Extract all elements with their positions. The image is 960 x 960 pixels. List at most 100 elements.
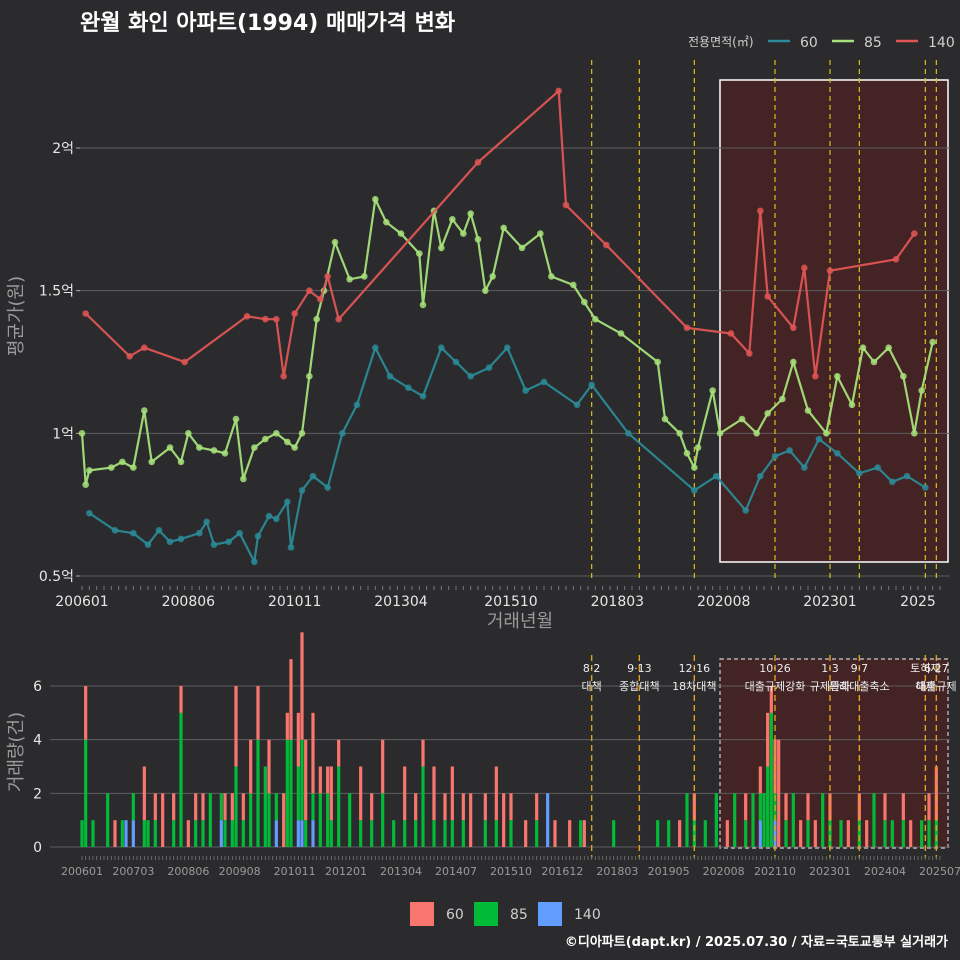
- x-tick-label: 200601: [55, 594, 108, 610]
- volume-bar-60: [230, 793, 234, 821]
- volume-bar-60: [769, 686, 773, 713]
- volume-bar-60: [421, 739, 425, 767]
- volume-bar-60: [758, 766, 762, 794]
- volume-x-tick-label: 201612: [541, 865, 583, 878]
- x-tick-label: 200806: [162, 594, 216, 610]
- volume-bar-85: [494, 820, 498, 847]
- volume-bar-60: [927, 793, 931, 821]
- volume-bar-85: [285, 739, 289, 847]
- volume-bar-85: [318, 793, 322, 847]
- volume-bar-60: [142, 766, 146, 821]
- volume-bar-85: [326, 793, 330, 847]
- volume-bar-85: [300, 739, 304, 821]
- volume-bar-60: [524, 820, 528, 847]
- volume-bar-140: [773, 820, 777, 847]
- volume-bar-85: [535, 820, 539, 847]
- volume-bar-85: [370, 820, 374, 847]
- legend-swatch-60: [410, 902, 434, 926]
- volume-bar-85: [791, 793, 795, 847]
- x-tick-label: 201510: [484, 594, 537, 610]
- volume-bar-85: [450, 820, 454, 847]
- volume-bar-60: [179, 686, 183, 713]
- volume-bar-60: [241, 793, 245, 821]
- volume-bar-140: [546, 793, 550, 847]
- policy-label: 8·2: [583, 662, 601, 675]
- volume-bar-85: [443, 820, 447, 847]
- policy-label: 9·13: [627, 662, 652, 675]
- volume-y-tick: 6: [33, 679, 42, 695]
- volume-x-tick-label: 201407: [435, 865, 477, 878]
- volume-bar-85: [883, 820, 887, 847]
- volume-bar-85: [769, 712, 773, 847]
- volume-bar-60: [296, 712, 300, 767]
- volume-bar-85: [920, 820, 924, 847]
- volume-x-tick-label: 201201: [325, 865, 367, 878]
- volume-bar-60: [469, 793, 473, 847]
- policy-label: 12·16: [679, 662, 711, 675]
- volume-bar-85: [194, 820, 198, 847]
- price-panel: 0.5억 1억 1.5억 2억 200601 200806 201011 201304 2015…: [39, 60, 950, 610]
- x-tick-label: 201011: [268, 594, 321, 610]
- volume-bar-85: [348, 793, 352, 847]
- volume-bar-85: [839, 820, 843, 847]
- volume-bar-60: [766, 712, 770, 767]
- volume-bar-85: [172, 820, 176, 847]
- volume-bar-85: [751, 793, 755, 847]
- volume-panel: 0 2 4 6 8·2 대책 9·13 종합대책 12·16 18차대책 10·26 대출규제강화 1·…: [33, 632, 960, 878]
- policy-label: 종합대책: [619, 680, 659, 693]
- volume-highlight-region: [719, 658, 949, 849]
- line-85: [80, 195, 934, 485]
- volume-bar-85: [714, 793, 718, 847]
- volume-bar-85: [784, 820, 788, 847]
- volume-bar-85: [872, 793, 876, 847]
- volume-y-tick: 4: [33, 733, 42, 749]
- volume-bar-60: [450, 766, 454, 821]
- volume-bar-85: [267, 793, 271, 847]
- volume-bar-60: [267, 739, 271, 794]
- volume-bar-85: [461, 820, 465, 847]
- volume-bar-85: [201, 820, 205, 847]
- volume-bar-60: [432, 766, 436, 821]
- volume-x-tick-label: 202110: [754, 865, 796, 878]
- chart-title: 완월 화인 아파트(1994) 매매가격 변화: [80, 11, 455, 36]
- volume-bar-85: [219, 793, 223, 821]
- y-axis-title: 평균가(원): [6, 276, 27, 356]
- volume-bar-60: [901, 793, 905, 821]
- y-tick-label: 0.5억: [39, 569, 74, 585]
- y-tick-label: 1.5억: [39, 284, 74, 300]
- legend-top: 전용면적(㎡) 60 85 140: [688, 35, 955, 51]
- volume-x-tick-label: 202507: [919, 865, 960, 878]
- volume-bar-85: [421, 766, 425, 847]
- volume-bar-85: [131, 793, 135, 821]
- legend-label-140: 140: [928, 35, 955, 51]
- volume-x-tick-label: 202008: [703, 865, 745, 878]
- volume-bar-85: [359, 820, 363, 847]
- volume-bar-60: [784, 793, 788, 821]
- volume-bar-60: [186, 820, 190, 847]
- volume-y-tick: 2: [33, 786, 42, 802]
- volume-bar-85: [828, 820, 832, 847]
- volume-bar-85: [766, 766, 770, 847]
- volume-x-tick-label: 200806: [167, 865, 209, 878]
- volume-bar-140: [131, 820, 135, 847]
- volume-bar-85: [234, 766, 238, 847]
- volume-bar-60: [483, 793, 487, 821]
- volume-bar-60: [256, 686, 260, 740]
- x-tick-label: 201803: [591, 594, 644, 610]
- volume-bar-85: [612, 820, 616, 847]
- volume-bar-60: [194, 793, 198, 821]
- volume-bar-85: [432, 820, 436, 847]
- volume-bar-60: [289, 659, 293, 740]
- volume-bar-85: [256, 739, 260, 847]
- volume-bar-60: [813, 820, 817, 847]
- x-tick-label: 2025: [900, 594, 936, 610]
- policy-label: 토허제: [910, 662, 940, 675]
- volume-bar-85: [208, 793, 212, 847]
- volume-bar-85: [142, 820, 146, 847]
- volume-bar-85: [263, 766, 267, 847]
- volume-x-tick-label: 202404: [864, 865, 906, 878]
- volume-bar-60: [300, 632, 304, 740]
- volume-bar-60: [370, 793, 374, 821]
- line-60: [88, 344, 926, 566]
